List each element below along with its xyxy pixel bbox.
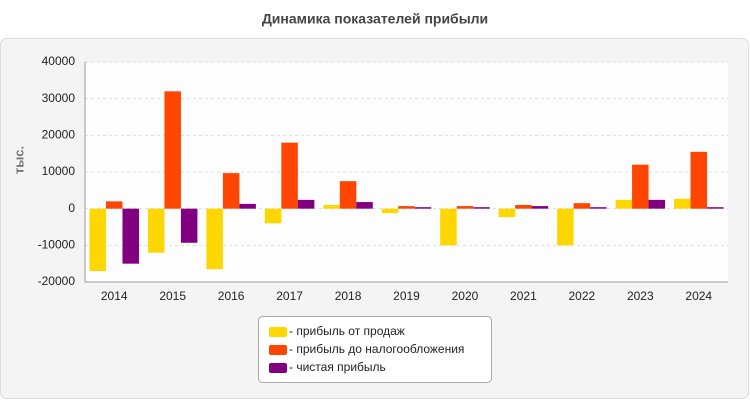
bar — [222, 173, 240, 209]
bar — [122, 208, 139, 264]
bar — [515, 205, 532, 209]
bar — [632, 164, 649, 209]
bar — [440, 208, 457, 246]
bar — [105, 201, 123, 209]
bar — [414, 207, 432, 209]
legend-label: - прибыль от продаж — [289, 324, 405, 338]
y-tick-label: 0 — [68, 201, 75, 215]
bar — [89, 208, 106, 271]
x-tick-label: 2022 — [569, 289, 596, 303]
x-tick-label: 2018 — [335, 289, 362, 303]
bar — [206, 208, 223, 270]
y-tick-label: -20000 — [38, 274, 76, 288]
y-tick-label: 20000 — [42, 128, 76, 142]
bar — [615, 199, 633, 209]
y-tick-label: 30000 — [42, 91, 76, 105]
x-tick-label: 2015 — [159, 289, 186, 303]
bar — [323, 205, 340, 209]
bar — [674, 198, 691, 209]
bar — [381, 208, 399, 214]
bar — [557, 208, 574, 246]
bar — [239, 203, 256, 209]
x-tick-label: 2014 — [101, 289, 128, 303]
bar — [456, 206, 474, 209]
y-tick-label: 40000 — [42, 54, 76, 68]
bar — [690, 151, 708, 209]
legend-label: - прибыль до налогообложения — [289, 342, 464, 356]
bar — [297, 199, 315, 209]
bar — [147, 208, 165, 253]
y-tick-label: -10000 — [38, 238, 76, 252]
bar — [707, 207, 724, 209]
bar — [648, 199, 666, 209]
bar — [498, 208, 516, 218]
x-tick-label: 2017 — [276, 289, 303, 303]
legend-swatch — [269, 327, 287, 337]
x-tick-label: 2024 — [685, 289, 712, 303]
bar — [281, 142, 298, 209]
legend-swatch — [269, 363, 287, 373]
x-tick-label: 2019 — [393, 289, 420, 303]
bar — [180, 208, 198, 243]
bar — [590, 207, 607, 209]
bar — [339, 181, 357, 209]
legend-swatch — [269, 345, 287, 355]
x-tick-label: 2021 — [510, 289, 537, 303]
y-tick-label: 10000 — [42, 164, 76, 178]
bar — [573, 203, 591, 209]
chart-title: Динамика показателей прибыли — [262, 11, 488, 27]
bar — [398, 206, 415, 209]
x-tick-label: 2023 — [627, 289, 654, 303]
x-tick-label: 2016 — [218, 289, 245, 303]
legend-label: - чистая прибыль — [289, 360, 386, 374]
bar — [473, 207, 490, 209]
bar — [264, 208, 282, 224]
bar — [531, 206, 549, 209]
y-axis-label: тыс. — [11, 146, 26, 174]
x-tick-label: 2020 — [452, 289, 479, 303]
bar — [356, 202, 373, 209]
bar — [164, 91, 181, 209]
legend — [258, 316, 492, 383]
